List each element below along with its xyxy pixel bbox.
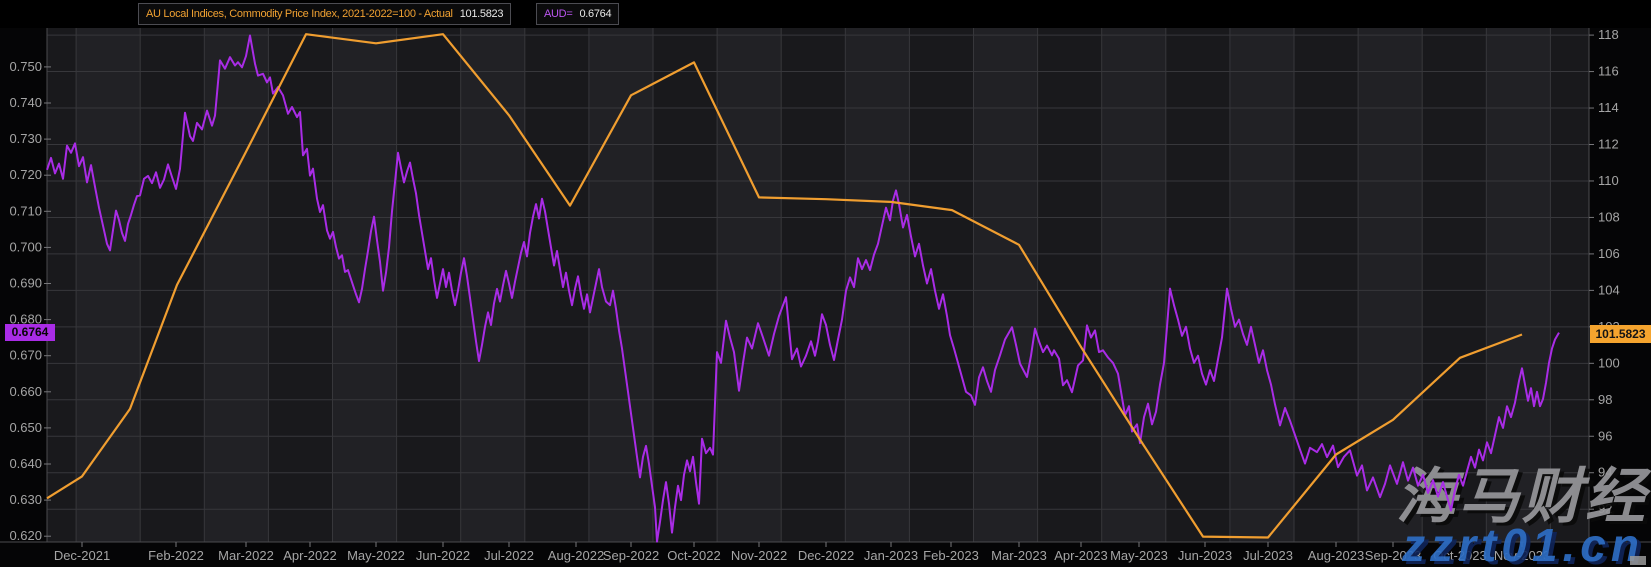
left-axis-label: 0.730 xyxy=(9,131,42,146)
right-axis-label: 110 xyxy=(1598,173,1619,188)
month-band xyxy=(1101,28,1166,542)
right-axis-label: 104 xyxy=(1598,282,1620,297)
aud-line xyxy=(46,34,1560,543)
x-axis-label: Sep-2022 xyxy=(603,548,659,563)
month-band xyxy=(1229,28,1294,542)
x-axis-label: Oct-2023 xyxy=(1433,548,1486,563)
x-axis-label: Dec-2022 xyxy=(798,548,854,563)
watermark-text: zzrt01.cn xyxy=(1401,519,1644,567)
left-axis-label: 0.630 xyxy=(9,492,42,507)
x-axis-label: Aug-2023 xyxy=(1308,548,1364,563)
watermark-shadow: zzrt01.cn xyxy=(1405,522,1648,567)
month-band xyxy=(332,28,397,542)
right-axis-label: 98 xyxy=(1598,392,1612,407)
month-band xyxy=(1294,28,1359,542)
left-axis-label: 0.740 xyxy=(9,95,42,110)
x-axis-label: Dec-2021 xyxy=(54,548,110,563)
left-axis-label: 0.720 xyxy=(9,167,42,182)
month-band xyxy=(268,28,333,542)
legend-bar: AU Local Indices, Commodity Price Index,… xyxy=(0,0,1651,28)
month-band xyxy=(1486,28,1551,542)
month-band xyxy=(524,28,589,542)
x-axis-label: May-2022 xyxy=(347,548,405,563)
x-axis-label: Mar-2022 xyxy=(218,548,274,563)
month-band xyxy=(76,28,141,542)
x-axis-label: Nov-2023 xyxy=(1494,548,1550,563)
right-axis-label: 116 xyxy=(1598,64,1619,79)
x-axis-label: Oct-2022 xyxy=(667,548,720,563)
left-axis-label: 0.620 xyxy=(9,528,42,543)
x-axis-label: Jun-2023 xyxy=(1178,548,1232,563)
x-axis-label: Jan-2023 xyxy=(864,548,918,563)
legend-series1-label: AU Local Indices, Commodity Price Index,… xyxy=(146,8,453,20)
x-axis-label: Apr-2022 xyxy=(283,548,336,563)
watermark-shadow: 海马财经 xyxy=(1400,466,1651,533)
right-axis-label: 96 xyxy=(1598,428,1612,443)
month-band xyxy=(140,28,205,542)
right-axis-label: 92 xyxy=(1598,501,1612,516)
right-axis-label: 114 xyxy=(1598,100,1619,115)
month-band xyxy=(653,28,718,542)
right-axis-label: 108 xyxy=(1598,209,1620,224)
month-band xyxy=(47,28,77,542)
left-axis-label: 0.700 xyxy=(9,239,42,254)
month-band xyxy=(1037,28,1102,542)
month-band xyxy=(781,28,846,542)
legend-series2-label: AUD= xyxy=(544,8,573,20)
commodity-index-line xyxy=(46,33,1523,539)
right-axis-label: 118 xyxy=(1598,27,1619,42)
x-axis-label: Nov-2022 xyxy=(731,548,787,563)
month-band xyxy=(973,28,1038,542)
month-band xyxy=(588,28,653,542)
x-axis-label: Apr-2023 xyxy=(1054,548,1107,563)
month-band xyxy=(396,28,461,542)
left-axis-label: 0.660 xyxy=(9,384,42,399)
month-band xyxy=(1550,28,1589,542)
x-axis-label: Mar-2023 xyxy=(991,548,1047,563)
right-axis-label: 112 xyxy=(1598,137,1619,152)
corner-handle xyxy=(1630,556,1646,565)
month-band xyxy=(1165,28,1230,542)
legend-item-aud[interactable]: AUD= 0.6764 xyxy=(536,3,620,25)
x-axis-label: Aug-2022 xyxy=(548,548,604,563)
month-band xyxy=(204,28,269,542)
aud-last-price-tag: 0.6764 xyxy=(5,324,55,341)
left-axis-label: 0.650 xyxy=(9,420,42,435)
month-band xyxy=(717,28,782,542)
legend-series1-value: 101.5823 xyxy=(459,8,504,20)
month-band xyxy=(909,28,974,542)
right-axis-label: 100 xyxy=(1598,355,1620,370)
right-axis-label: 94 xyxy=(1598,465,1612,480)
legend-series2-value: 0.6764 xyxy=(579,8,612,20)
x-axis-label: Sep-2023 xyxy=(1365,548,1421,563)
left-axis-label: 0.640 xyxy=(9,456,42,471)
x-axis-label: Jul-2023 xyxy=(1243,548,1293,563)
month-band xyxy=(1422,28,1487,542)
left-axis-label: 0.710 xyxy=(9,203,42,218)
month-band xyxy=(1358,28,1423,542)
x-axis-label: May-2023 xyxy=(1110,548,1168,563)
x-axis-label: Jun-2022 xyxy=(416,548,470,563)
x-axis-label: Feb-2022 xyxy=(148,548,204,563)
x-axis-label: Jul-2022 xyxy=(484,548,534,563)
left-axis-label: 0.670 xyxy=(9,348,42,363)
x-axis-label: Feb-2023 xyxy=(923,548,979,563)
left-axis-label: 0.750 xyxy=(9,59,42,74)
commodity-index-last-value-tag: 101.5823 xyxy=(1590,325,1651,343)
right-axis-label: 106 xyxy=(1598,246,1620,261)
legend-item-commodity-index[interactable]: AU Local Indices, Commodity Price Index,… xyxy=(138,3,512,25)
left-axis-label: 0.690 xyxy=(9,276,42,291)
left-axis-label: 0.680 xyxy=(9,312,42,327)
month-band xyxy=(845,28,910,542)
